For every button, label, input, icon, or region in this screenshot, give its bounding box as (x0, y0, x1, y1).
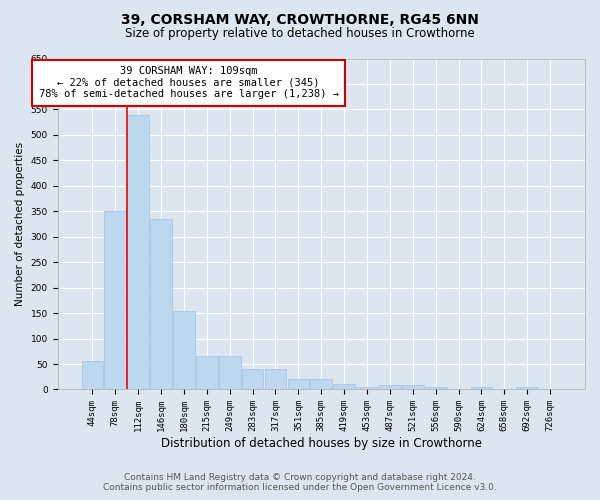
Bar (150, 219, 172, 390)
Bar (242, 369, 263, 390)
Y-axis label: Number of detached properties: Number of detached properties (15, 142, 25, 306)
Bar (517, 387, 538, 390)
Bar (82, 362, 103, 390)
Bar (265, 369, 286, 390)
Bar (470, 387, 493, 390)
Bar (379, 386, 401, 390)
Bar (333, 384, 355, 390)
Bar (287, 380, 309, 390)
Text: Contains HM Land Registry data © Crown copyright and database right 2024.
Contai: Contains HM Land Registry data © Crown c… (103, 473, 497, 492)
Bar (425, 387, 446, 390)
Bar (310, 380, 332, 390)
Bar (219, 356, 241, 390)
Bar (356, 387, 378, 390)
Bar (127, 114, 149, 390)
Text: Size of property relative to detached houses in Crowthorne: Size of property relative to detached ho… (125, 28, 475, 40)
Text: 39, CORSHAM WAY, CROWTHORNE, RG45 6NN: 39, CORSHAM WAY, CROWTHORNE, RG45 6NN (121, 12, 479, 26)
X-axis label: Distribution of detached houses by size in Crowthorne: Distribution of detached houses by size … (161, 437, 482, 450)
Bar (104, 212, 126, 390)
Bar (196, 356, 218, 390)
Text: 39 CORSHAM WAY: 109sqm
← 22% of detached houses are smaller (345)
78% of semi-de: 39 CORSHAM WAY: 109sqm ← 22% of detached… (38, 66, 338, 100)
Bar (173, 310, 195, 390)
Bar (402, 386, 424, 390)
